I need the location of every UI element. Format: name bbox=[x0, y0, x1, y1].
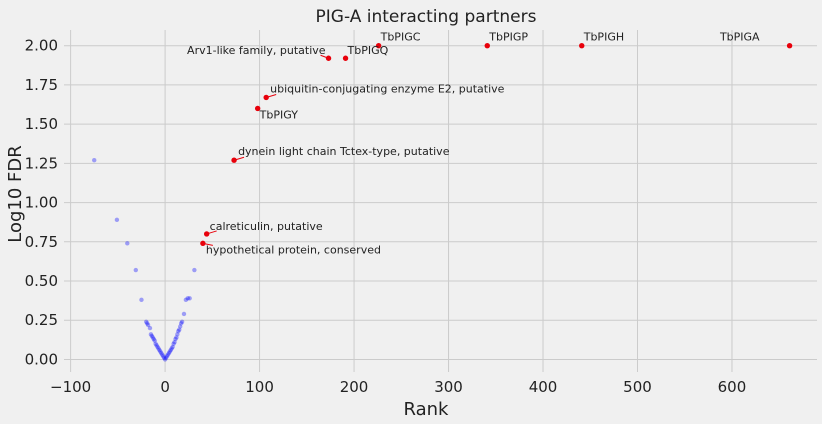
background-point bbox=[149, 333, 155, 339]
x-tick-label: −100 bbox=[50, 378, 91, 396]
x-tick-label: 100 bbox=[245, 378, 274, 396]
annotation-arv1-like-family-putative: Arv1-like family, putative bbox=[187, 44, 326, 57]
background-point bbox=[170, 344, 175, 350]
background-point bbox=[176, 329, 181, 334]
background-point bbox=[159, 350, 164, 356]
background-point bbox=[158, 349, 163, 354]
highlight-point-hypothetical-protein-conserved bbox=[200, 240, 206, 247]
x-axis-label: Rank bbox=[404, 399, 450, 420]
annotation-ubiquitin-conjugating-enzyme-e2-putative: ubiquitin-conjugating enzyme E2, putativ… bbox=[270, 82, 504, 95]
y-tick-label: 0.00 bbox=[25, 350, 58, 368]
background-point bbox=[161, 354, 166, 359]
background-point bbox=[152, 338, 157, 343]
background-point bbox=[169, 346, 174, 351]
background-point bbox=[154, 343, 159, 348]
background-point bbox=[164, 354, 170, 359]
background-point bbox=[162, 357, 168, 362]
background-point bbox=[160, 352, 165, 357]
background-point bbox=[155, 344, 160, 350]
background-point bbox=[172, 339, 177, 345]
background-point bbox=[156, 346, 161, 351]
tick-labels: −100 0 100 200 300 400 500 600 0.00 0.25 0.50 0.75 1… bbox=[25, 37, 747, 396]
annotation-hypothetical-protein-conserved: hypothetical protein, conserved bbox=[206, 243, 381, 256]
y-tick-label: 1.00 bbox=[25, 194, 58, 212]
background-point bbox=[133, 267, 139, 273]
x-tick-label: 600 bbox=[718, 378, 747, 396]
background-point bbox=[145, 322, 151, 328]
background-point bbox=[183, 297, 189, 303]
highlight-point-arv1-like-family-putative bbox=[325, 55, 332, 61]
y-tick-label: 1.25 bbox=[25, 154, 58, 172]
background-point bbox=[163, 355, 169, 361]
x-tick-label: 200 bbox=[340, 378, 369, 396]
background-point bbox=[125, 241, 130, 246]
background-point bbox=[157, 347, 162, 353]
y-tick-label: 0.50 bbox=[25, 272, 58, 290]
y-tick-label: 2.00 bbox=[25, 37, 58, 55]
background-point bbox=[192, 267, 197, 273]
background-point bbox=[178, 324, 183, 329]
background-point bbox=[179, 319, 185, 324]
chart-title: PIG-A interacting partners bbox=[316, 7, 537, 27]
background-point bbox=[181, 311, 187, 317]
annotation-tbpigc: TbPIGC bbox=[380, 31, 421, 44]
annotation-tbpiga: TbPIGA bbox=[719, 31, 760, 44]
background-point bbox=[153, 341, 158, 346]
background-point bbox=[148, 332, 154, 337]
background-point bbox=[166, 350, 172, 356]
background-point bbox=[171, 341, 176, 346]
highlight-point-tbpigc bbox=[375, 42, 382, 49]
x-tick-label: 500 bbox=[623, 378, 652, 396]
background-point bbox=[178, 321, 184, 326]
y-tick-label: 1.75 bbox=[25, 76, 58, 94]
background-point bbox=[167, 349, 173, 354]
background-point bbox=[168, 347, 173, 353]
background-point bbox=[173, 336, 178, 342]
background-point bbox=[177, 327, 182, 332]
background-point bbox=[147, 325, 153, 331]
annotation-tbpigp: TbPIGP bbox=[488, 31, 528, 44]
background-point bbox=[174, 335, 179, 340]
background-point bbox=[165, 352, 171, 357]
background-point bbox=[150, 335, 156, 340]
grid bbox=[64, 30, 817, 372]
annotation-dynein-light-chain-tctex-type-putative: dynein light chain Tctex-type, putative bbox=[238, 145, 450, 158]
highlight-point-tbpigh bbox=[579, 42, 585, 49]
background-point bbox=[185, 296, 190, 301]
x-tick-label: 400 bbox=[529, 378, 558, 396]
background-point bbox=[143, 319, 149, 324]
background-point bbox=[151, 336, 156, 342]
background-points bbox=[92, 158, 197, 362]
background-point bbox=[114, 217, 120, 223]
annotation-tbpigq: TbPIGQ bbox=[347, 44, 389, 57]
x-tick-label: 0 bbox=[160, 378, 170, 396]
background-point bbox=[187, 296, 192, 301]
highlight-point-tbpigy bbox=[254, 105, 261, 112]
background-point bbox=[175, 332, 180, 337]
x-tick-label: 300 bbox=[434, 378, 463, 396]
highlight-point-tbpiga bbox=[786, 42, 793, 49]
y-tick-label: 1.50 bbox=[25, 115, 58, 133]
background-point bbox=[161, 355, 167, 361]
y-tick-label: 0.75 bbox=[25, 233, 58, 251]
highlight-point-ubiquitin-conjugating-enzyme-e2-putative bbox=[263, 94, 269, 101]
background-point bbox=[144, 321, 150, 326]
background-point bbox=[92, 158, 97, 163]
y-tick-label: 0.25 bbox=[25, 311, 58, 329]
highlight-point-tbpigp bbox=[484, 42, 490, 49]
annotation-calreticulin-putative: calreticulin, putative bbox=[210, 220, 323, 233]
y-axis-label: Log10 FDR bbox=[5, 145, 26, 243]
highlighted-points bbox=[200, 42, 793, 247]
annotations: TbPIGC TbPIGP TbPIGH TbPIGA Arv1-like family… bbox=[187, 31, 760, 257]
annotation-tbpigy: TbPIGY bbox=[259, 108, 299, 121]
highlight-point-tbpigq bbox=[342, 55, 349, 61]
highlight-point-dynein-light-chain-tctex-type-putative bbox=[231, 157, 237, 163]
background-point bbox=[139, 297, 144, 303]
highlight-point-calreticulin-putative bbox=[203, 231, 210, 237]
annotation-tbpigh: TbPIGH bbox=[583, 31, 624, 44]
